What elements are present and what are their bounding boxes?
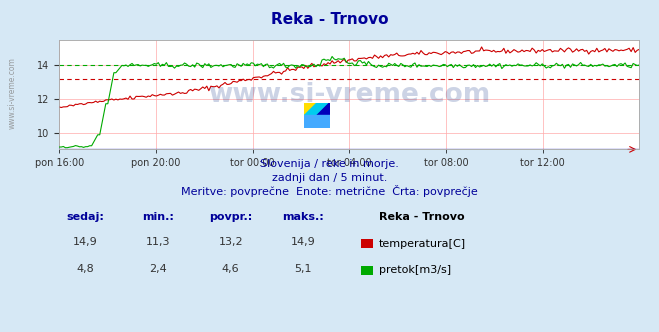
Text: Reka - Trnovo: Reka - Trnovo xyxy=(271,12,388,27)
Polygon shape xyxy=(304,116,330,128)
Text: 2,4: 2,4 xyxy=(150,264,167,274)
Polygon shape xyxy=(317,103,330,128)
Text: min.:: min.: xyxy=(142,212,174,222)
Polygon shape xyxy=(304,103,330,116)
Polygon shape xyxy=(304,103,317,116)
Text: 4,8: 4,8 xyxy=(77,264,94,274)
Text: 5,1: 5,1 xyxy=(295,264,312,274)
Text: Slovenija / reke in morje.: Slovenija / reke in morje. xyxy=(260,159,399,169)
Text: Meritve: povprečne  Enote: metrične  Črta: povprečje: Meritve: povprečne Enote: metrične Črta:… xyxy=(181,185,478,197)
Text: maks.:: maks.: xyxy=(282,212,324,222)
Text: 13,2: 13,2 xyxy=(218,237,243,247)
Text: 11,3: 11,3 xyxy=(146,237,171,247)
Text: sedaj:: sedaj: xyxy=(67,212,105,222)
Text: 14,9: 14,9 xyxy=(291,237,316,247)
Text: zadnji dan / 5 minut.: zadnji dan / 5 minut. xyxy=(272,173,387,183)
Text: povpr.:: povpr.: xyxy=(209,212,252,222)
Text: Reka - Trnovo: Reka - Trnovo xyxy=(379,212,465,222)
Text: pretok[m3/s]: pretok[m3/s] xyxy=(379,265,451,275)
Text: www.si-vreme.com: www.si-vreme.com xyxy=(7,57,16,129)
Text: temperatura[C]: temperatura[C] xyxy=(379,239,466,249)
Text: 14,9: 14,9 xyxy=(73,237,98,247)
Text: 4,6: 4,6 xyxy=(222,264,239,274)
Text: www.si-vreme.com: www.si-vreme.com xyxy=(208,82,490,108)
